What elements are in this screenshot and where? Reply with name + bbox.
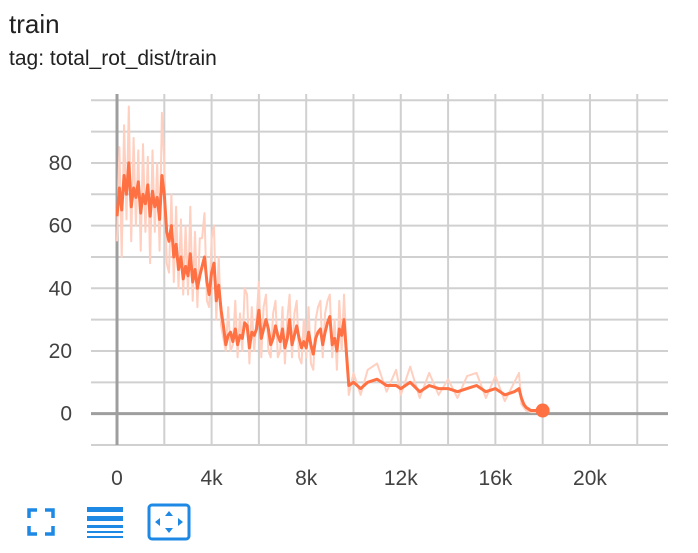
- axes: [91, 94, 668, 445]
- series-group[interactable]: [115, 105, 550, 418]
- fit-domain-icon: [147, 503, 191, 546]
- fullscreen-button[interactable]: [22, 504, 60, 544]
- scalar-chart: 0 4k 8k 12k 16k 20k 0 20 40 60 80: [49, 94, 668, 490]
- fit-domain-button[interactable]: [146, 503, 192, 546]
- y-tick-label: 0: [60, 403, 72, 426]
- x-tick-label: 20k: [573, 467, 607, 490]
- x-tick-label: 16k: [478, 467, 512, 490]
- card-title: train: [9, 9, 60, 39]
- smoothed-series-line: [115, 161, 544, 412]
- y-tick-labels: 0 20 40 60 80: [49, 152, 72, 426]
- x-tick-label: 8k: [295, 467, 318, 490]
- card-tag: tag: total_rot_dist/train: [9, 47, 217, 70]
- y-tick-label: 80: [49, 152, 72, 175]
- x-tick-label: 12k: [384, 467, 418, 490]
- y-tick-label: 40: [49, 277, 72, 300]
- log-scale-button[interactable]: [82, 504, 128, 544]
- x-tick-labels: 0 4k 8k 12k 16k 20k: [111, 467, 607, 490]
- x-tick-label: 0: [111, 467, 123, 490]
- y-tick-label: 20: [49, 340, 72, 363]
- fullscreen-icon: [26, 507, 56, 542]
- x-tick-label: 4k: [201, 467, 224, 490]
- y-tick-label: 60: [49, 215, 72, 238]
- last-point-marker: [535, 403, 550, 418]
- lines-icon: [86, 505, 124, 544]
